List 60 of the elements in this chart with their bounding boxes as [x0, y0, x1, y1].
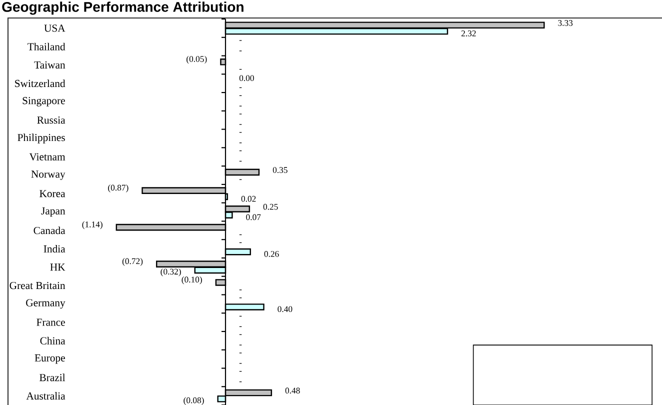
y-tick-label: China — [40, 336, 66, 344]
data-label: - — [239, 124, 242, 125]
data-label: (0.05) — [186, 56, 207, 64]
y-tick-label: India — [44, 245, 66, 253]
y-tick-label: Singapore — [22, 97, 65, 106]
data-label: - — [239, 95, 242, 96]
data-label: - — [239, 242, 242, 244]
data-label: - — [239, 68, 242, 70]
data-label: - — [239, 40, 242, 41]
y-tick-label: Thailand — [28, 42, 66, 50]
data-label: 0.40 — [278, 306, 292, 312]
data-label: 3.33 — [558, 20, 573, 26]
data-label: (0.32) — [160, 268, 181, 276]
data-label: - — [239, 352, 242, 354]
y-tick-label: Germany — [26, 299, 66, 309]
y-tick-label: Taiwan — [34, 61, 66, 69]
data-label: - — [239, 316, 242, 317]
data-label: - — [239, 142, 242, 144]
data-label: - — [239, 344, 242, 346]
data-label: 0.26 — [264, 251, 279, 257]
data-label: (0.72) — [122, 258, 143, 266]
data-label: - — [239, 234, 242, 236]
data-label: - — [239, 150, 242, 152]
data-label: (1.14) — [82, 221, 102, 230]
y-tick-label: Vietnam — [29, 153, 66, 160]
y-tick-label: Brazil — [40, 374, 66, 382]
data-label: - — [239, 132, 242, 133]
y-tick-label: Korea — [40, 190, 66, 198]
data-label: (0.87) — [108, 184, 128, 192]
y-tick-label: HK — [50, 264, 66, 271]
y-tick-label: Europe — [34, 354, 65, 364]
data-label: (0.08) — [184, 397, 204, 405]
data-label: (0.10) — [182, 276, 202, 284]
data-label: - — [239, 87, 242, 88]
data-label: 0.00 — [239, 75, 254, 82]
data-label: 2.32 — [461, 30, 476, 36]
y-tick-label: Philippines — [18, 134, 65, 144]
data-label: - — [239, 381, 242, 382]
y-tick-label: Switzerland — [15, 80, 66, 88]
y-tick-label: Norway — [31, 170, 66, 180]
y-tick-label: Japan — [41, 207, 66, 217]
data-label: - — [239, 371, 242, 372]
data-label: 0.07 — [246, 214, 261, 220]
data-label: 0.48 — [285, 388, 300, 394]
data-label: - — [239, 160, 242, 162]
data-label: - — [239, 179, 242, 180]
y-tick-label: Canada — [34, 226, 66, 234]
data-label: 0.35 — [272, 167, 288, 173]
data-label: - — [239, 50, 242, 52]
data-label: 0.02 — [241, 196, 256, 202]
chart-title: Geographic Performance Attribution — [2, 2, 244, 15]
data-label: - — [239, 326, 242, 327]
y-tick-label: USA — [44, 24, 66, 32]
y-tick-label: France — [36, 318, 65, 326]
data-label: - — [239, 363, 242, 364]
y-tick-label: Great Britain — [10, 282, 66, 290]
data-label: - — [239, 334, 242, 335]
y-tick-label: Australia — [26, 392, 66, 400]
data-label: 0.25 — [263, 204, 278, 210]
y-tick-label: Russia — [37, 116, 66, 124]
